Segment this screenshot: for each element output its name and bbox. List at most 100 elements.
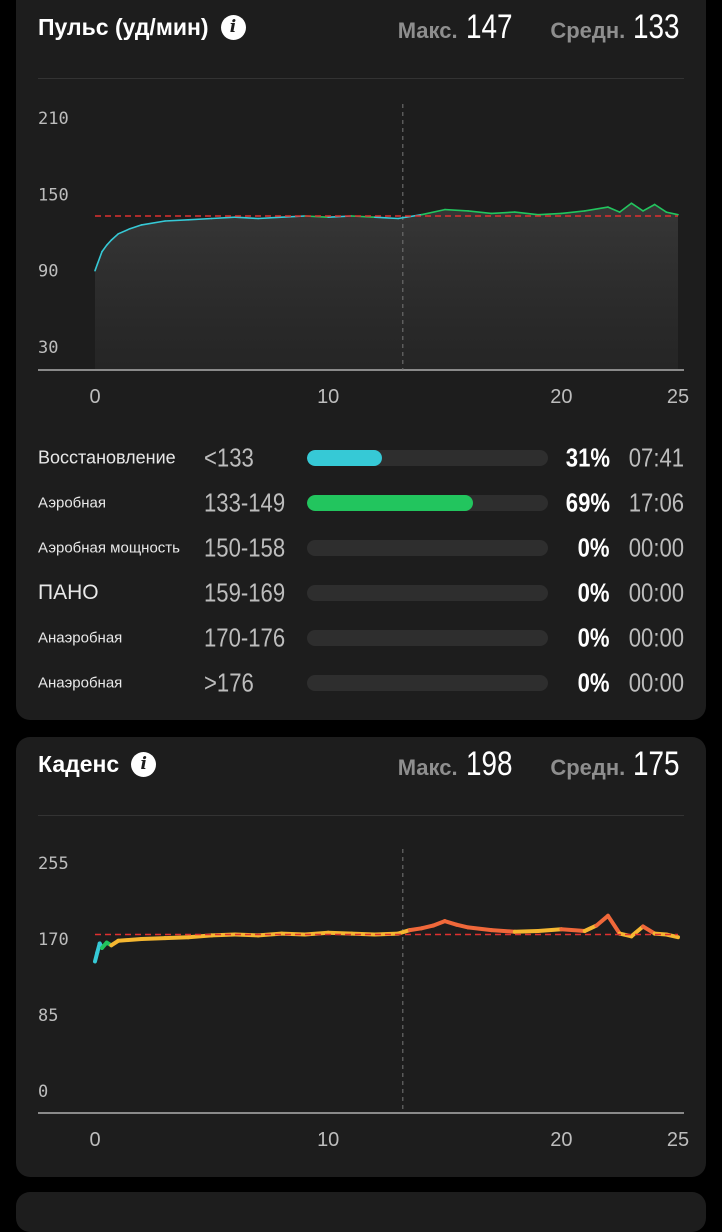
avg-label: Средн.: [550, 755, 626, 780]
chart-line-segment: [279, 931, 307, 937]
cadence-header: Каденс i Макс. 198 Средн. 175: [16, 737, 706, 801]
zone-range: <133: [204, 442, 254, 473]
zone-row: Анаэробная >176 0% 00:00: [16, 668, 706, 698]
chart-line-segment: [665, 211, 679, 216]
chart-line-segment: [489, 928, 517, 934]
zone-range: >176: [204, 667, 254, 698]
heart-rate-stats: Макс. 147 Средн. 133: [398, 8, 684, 47]
x-tick-label: 10: [317, 1129, 339, 1151]
zone-progress-bar: [307, 540, 548, 556]
zone-range: 133-149: [204, 487, 286, 518]
chart-line-segment: [559, 927, 587, 933]
zone-time: 00:00: [628, 667, 684, 698]
header-divider: [38, 815, 684, 816]
chart-line-segment: [101, 244, 108, 253]
zone-time: 07:41: [628, 442, 684, 473]
zone-name: Анаэробная: [38, 629, 123, 647]
cadence-stats: Макс. 198 Средн. 175: [398, 745, 684, 784]
cadence-title-wrap: Каденс i: [38, 751, 157, 778]
avg-value: 175: [633, 745, 680, 783]
heart-rate-title-wrap: Пульс (уд/мин) i: [38, 14, 246, 41]
chart-line-segment: [105, 239, 113, 246]
zone-percent: 0%: [578, 667, 610, 698]
y-tick-label: 255: [38, 854, 69, 874]
chart-line-segment: [606, 913, 622, 936]
chart-line-segment: [512, 929, 541, 934]
avg-value: 133: [633, 8, 680, 46]
zone-percent: 31%: [565, 442, 610, 473]
zone-percent: 69%: [565, 487, 610, 518]
chart-line-segment: [536, 927, 564, 933]
chart-line-segment: [560, 210, 586, 215]
chart-line-segment: [537, 212, 563, 216]
zone-time: 17:06: [628, 487, 684, 518]
max-label: Макс.: [397, 18, 458, 43]
chart-line-segment: [653, 203, 668, 213]
heart-rate-card: Пульс (уд/мин) i Макс. 147 Средн. 133 30…: [16, 0, 706, 720]
y-tick-label: 85: [38, 1006, 58, 1026]
zone-name: Восстановление: [38, 447, 176, 468]
max-value: 198: [465, 745, 513, 783]
zone-row: Аэробная 133-149 69% 17:06: [16, 488, 706, 518]
zone-row: Восстановление <133 31% 07:41: [16, 443, 706, 473]
chart-line-segment: [594, 913, 610, 928]
chart-line-segment: [443, 208, 469, 212]
chart-line-segment: [373, 216, 400, 220]
info-icon[interactable]: i: [131, 752, 157, 777]
cadence-title: Каденс: [38, 751, 120, 777]
zone-progress-fill: [307, 495, 474, 511]
zone-range: 159-169: [204, 577, 286, 608]
chart-line-segment: [641, 924, 657, 936]
chart-line-segment: [140, 220, 166, 226]
avg-label: Средн.: [550, 18, 626, 43]
chart-line-segment: [326, 930, 354, 936]
info-icon[interactable]: i: [220, 15, 246, 40]
zone-progress-fill: [307, 450, 382, 466]
zone-name: Аэробная мощность: [38, 539, 180, 557]
x-tick-label: 0: [89, 1129, 100, 1151]
heart-rate-chart: 30 90 150 210 0 10 20 25: [38, 104, 689, 408]
y-tick-label: 30: [38, 338, 58, 358]
chart-line-segment: [607, 206, 621, 213]
y-tick-label: 210: [38, 109, 69, 129]
x-tick-label: 0: [89, 386, 100, 408]
heart-rate-header: Пульс (уд/мин) i Макс. 147 Средн. 133: [16, 0, 706, 64]
chart-line-segment: [139, 936, 167, 941]
zone-progress-bar: [307, 450, 548, 466]
chart-line-segment: [582, 923, 599, 933]
zone-progress-bar: [307, 630, 548, 646]
chart-line-segment: [234, 216, 259, 220]
chart-line-segment: [431, 919, 447, 928]
chart-line-segment: [187, 217, 213, 221]
cadence-chart: 0 85 170 255 0 10 20 25: [38, 849, 689, 1151]
zone-progress-bar: [307, 675, 548, 691]
y-tick-label: 170: [38, 930, 69, 950]
zone-percent: 0%: [578, 532, 610, 563]
chart-line-segment: [583, 206, 609, 212]
chart-line-segment: [467, 210, 493, 215]
x-tick-label: 10: [317, 386, 339, 408]
chart-line-segment: [110, 233, 120, 241]
chart-line-segment: [210, 216, 236, 220]
chart-line-segment: [630, 202, 644, 212]
x-tick-label: 25: [667, 1129, 689, 1151]
chart-line-segment: [94, 263, 99, 272]
chart-line-segment: [96, 257, 101, 266]
zone-row: Аэробная мощность 150-158 0% 00:00: [16, 533, 706, 563]
chart-line-segment: [642, 203, 656, 212]
zone-range: 170-176: [204, 622, 286, 653]
heart-rate-title: Пульс (уд/мин): [38, 14, 209, 40]
x-tick-label: 20: [550, 386, 572, 408]
zone-percent: 0%: [578, 622, 610, 653]
chart-line-segment: [280, 215, 306, 218]
chart-line-segment: [420, 208, 446, 216]
chart-line-segment: [490, 211, 516, 215]
chart-area: [95, 203, 678, 370]
header-divider: [38, 78, 684, 79]
chart-line-segment: [186, 933, 214, 940]
zone-row: ПАНО 159-169 0% 00:00: [16, 578, 706, 608]
chart-line-segment: [349, 931, 377, 937]
x-tick-label: 20: [550, 1129, 572, 1151]
zone-name: ПАНО: [38, 581, 99, 604]
zone-progress-bar: [307, 585, 548, 601]
